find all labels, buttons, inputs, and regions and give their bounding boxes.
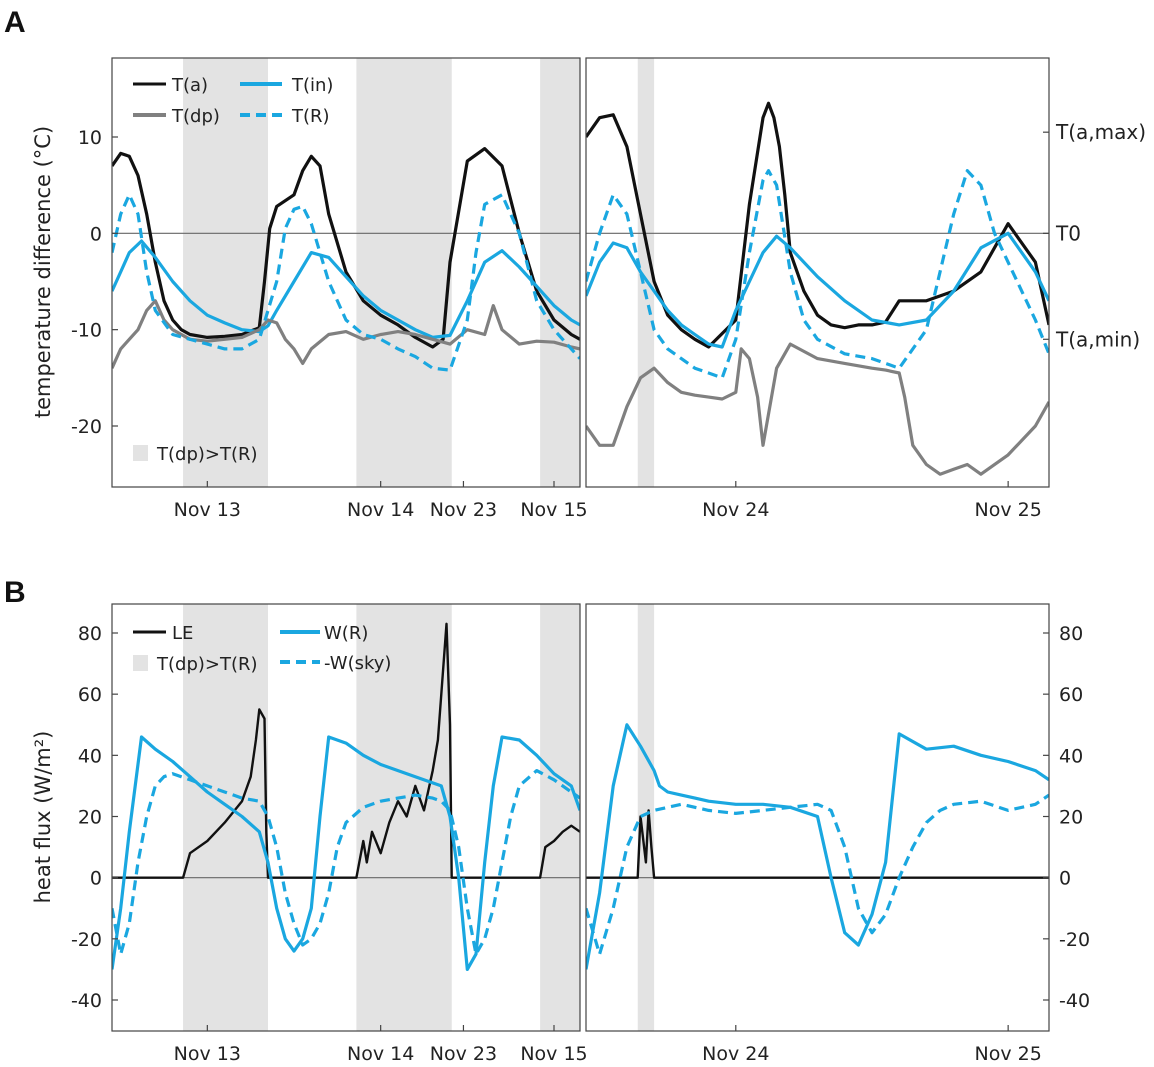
legend-label-le: LE [172, 623, 193, 644]
y-tick-label: -10 [71, 320, 102, 342]
panel-b-legend: LE W(R) T(dp)>T(R) -W(sky) [133, 623, 391, 675]
x-tick-label: Nov 25 [974, 1043, 1041, 1065]
x-tick-label: Nov 23 [430, 499, 497, 521]
y-tick-label: 60 [78, 684, 102, 706]
x-tick-label: Nov 14 [347, 499, 414, 521]
series-line-t-a [586, 101, 1049, 349]
panel-a-y-ticks: 10 0 -10 -20 [71, 127, 118, 438]
plot-frame [585, 57, 1050, 488]
legend-label-t-a: T(a) [171, 75, 208, 96]
legend-label-shade-b: T(dp)>T(R) [156, 654, 258, 675]
legend-label-w-r: W(R) [324, 623, 368, 644]
y-tick-label-right: 80 [1059, 623, 1083, 645]
x-tick-label: Nov 13 [174, 1043, 241, 1065]
legend-label-t-r: T(R) [291, 106, 330, 127]
shaded-region [183, 604, 268, 1031]
series-line-t-dp [112, 299, 580, 369]
y-tick-label: 20 [78, 807, 102, 829]
y-tick-label: 10 [78, 127, 102, 149]
series-line-w-sky [586, 793, 1049, 956]
series-line-t-in [112, 239, 580, 339]
panel-b-letter: B [4, 576, 26, 609]
y-tick-label-right: 40 [1059, 745, 1083, 767]
y-tick-label-right: -20 [1059, 929, 1090, 951]
panel-b-left-plot: Nov 13 Nov 14 Nov 15 [111, 603, 588, 1065]
x-tick-label: Nov 15 [520, 1043, 587, 1065]
y-tick-label: 40 [78, 745, 102, 767]
series-line-t-in [586, 231, 1049, 349]
shaded-region [540, 604, 580, 1031]
shaded-region [356, 58, 452, 487]
y-tick-label: 0 [90, 223, 102, 245]
legend-label-t-dp: T(dp) [171, 106, 220, 127]
series-line-le [586, 809, 1049, 879]
x-tick-label: Nov 25 [974, 499, 1041, 521]
x-tick-label: Nov 23 [430, 1043, 497, 1065]
series-line-le [112, 622, 580, 879]
series-line-t-r [586, 169, 1049, 380]
reference-label-t-a-min: T(a,min) [1055, 327, 1140, 351]
series-line-t-r [112, 193, 580, 372]
shaded-region [183, 58, 268, 487]
series-line-t-a [112, 147, 580, 349]
y-tick-label-right: 60 [1059, 684, 1083, 706]
panel-a-legend: T(a) T(in) T(dp) T(R) T(dp)>T(R) [133, 75, 333, 465]
reference-label-t-a-max: T(a,max) [1055, 120, 1146, 144]
series-line-w-sky [112, 769, 580, 956]
y-tick-label-right: -40 [1059, 990, 1090, 1012]
shaded-region [540, 58, 580, 487]
panel-a-letter: A [4, 6, 26, 39]
panel-b-ylabel: heat flux (W/m²) [31, 731, 55, 904]
y-tick-label: -20 [71, 416, 102, 438]
reference-label-t0: T0 [1055, 221, 1081, 245]
series-line-w-r [112, 735, 580, 971]
legend-swatch-shade-a [133, 445, 148, 461]
x-tick-label: Nov 13 [174, 499, 241, 521]
plot-frame [111, 603, 581, 1032]
y-tick-label-right: 20 [1059, 807, 1083, 829]
x-tick-label: Nov 24 [702, 499, 769, 521]
panel-a-left-plot: Nov 13 Nov 14 Nov 15 [111, 57, 588, 521]
panel-a-ylabel: temperature difference (°C) [31, 126, 55, 418]
y-tick-label: -20 [71, 929, 102, 951]
y-tick-label: 80 [78, 623, 102, 645]
panel-b-right-plot: Nov 23 Nov 24 Nov 25 [430, 603, 1050, 1065]
shaded-region [356, 604, 452, 1031]
legend-swatch-shade-b [133, 655, 148, 671]
panel-a-right-plot: Nov 23 Nov 24 Nov 25 [430, 57, 1050, 521]
y-tick-label: -40 [71, 990, 102, 1012]
plot-frame [111, 57, 581, 488]
plot-frame [585, 603, 1050, 1032]
panel-b-y-ticks: 80 80 60 60 40 40 20 20 0 0 -20 -20 -40 -40 [71, 623, 1090, 1012]
x-tick-label: Nov 14 [347, 1043, 414, 1065]
series-line-w-r [586, 723, 1049, 970]
x-tick-label: Nov 15 [520, 499, 587, 521]
shaded-region [637, 58, 655, 487]
series-line-t-dp [586, 342, 1049, 476]
legend-label-shade-a: T(dp)>T(R) [156, 444, 258, 465]
y-tick-label-right: 0 [1059, 868, 1071, 890]
y-tick-label: 0 [90, 868, 102, 890]
legend-label-t-in: T(in) [291, 75, 333, 96]
panel-a-reference-labels: T(a,max) T0 T(a,min) [1043, 120, 1146, 351]
legend-label-w-sky: -W(sky) [324, 653, 391, 674]
x-tick-label: Nov 24 [702, 1043, 769, 1065]
shaded-region [637, 604, 655, 1031]
